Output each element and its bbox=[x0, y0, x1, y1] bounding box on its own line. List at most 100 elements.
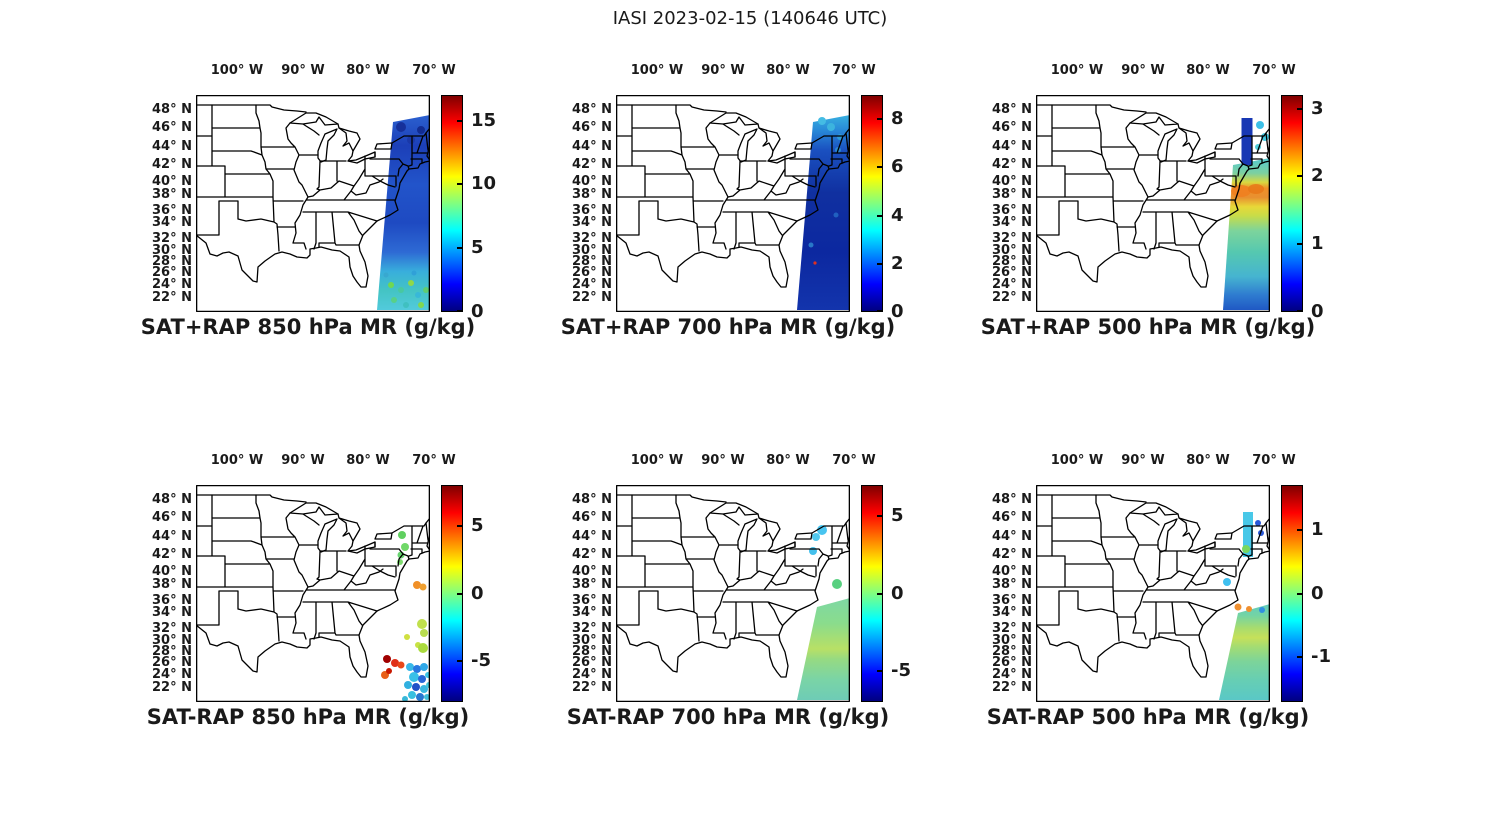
colorbar-tick bbox=[457, 310, 462, 312]
latitude-label: 44° N bbox=[152, 529, 192, 544]
latitude-label: 28° N bbox=[152, 644, 192, 659]
latitude-label: 36° N bbox=[572, 203, 612, 218]
colorbar-tick bbox=[1297, 107, 1302, 110]
latitude-label: 40° N bbox=[572, 564, 612, 579]
latitude-label: 26° N bbox=[992, 265, 1032, 280]
figure-title: IASI 2023-02-15 (140646 UTC) bbox=[612, 8, 888, 29]
latitude-label: 34° N bbox=[152, 605, 192, 620]
latitude-label: 26° N bbox=[992, 655, 1032, 670]
colorbar-tick-label: 10 bbox=[471, 173, 497, 195]
latitude-label: 36° N bbox=[152, 593, 192, 608]
latitude-label: 26° N bbox=[572, 655, 612, 670]
latitude-label: 40° N bbox=[992, 564, 1032, 579]
panel-title: SAT+RAP 700 hPa MR (g/kg) bbox=[560, 315, 896, 339]
latitude-label: 22° N bbox=[992, 290, 1032, 305]
colorbar-tick-label: 5 bbox=[471, 237, 484, 259]
latitude-label: 40° N bbox=[152, 174, 192, 189]
colorbar-tick-label: 5 bbox=[471, 514, 484, 536]
panel-title: SAT-RAP 850 hPa MR (g/kg) bbox=[146, 705, 470, 729]
latitude-label: 44° N bbox=[152, 139, 192, 154]
colorbar-tick-label: -5 bbox=[891, 660, 911, 681]
latitude-label: 38° N bbox=[152, 577, 192, 592]
data-swath bbox=[797, 115, 850, 310]
panel-sat-plus-rap-700: SAT+RAP 700 hPa MR (g/kg) 100° W 90° W 80°… bbox=[550, 55, 970, 355]
longitude-label: 90° W bbox=[1121, 453, 1165, 468]
colorbar-tick bbox=[1297, 310, 1302, 312]
colorbar bbox=[1281, 95, 1303, 312]
panel-title: SAT+RAP 500 hPa MR (g/kg) bbox=[980, 315, 1316, 339]
colorbar-gradient bbox=[442, 486, 462, 701]
latitude-label: 38° N bbox=[572, 577, 612, 592]
latitude-label: 30° N bbox=[992, 243, 1032, 258]
latitude-label: 22° N bbox=[572, 680, 612, 695]
latitude-label: 30° N bbox=[152, 243, 192, 258]
colorbar-tick bbox=[1297, 592, 1302, 595]
colorbar-gradient bbox=[862, 96, 882, 311]
colorbar-tick bbox=[877, 515, 882, 517]
colorbar-tick bbox=[457, 247, 462, 250]
colorbar-gradient bbox=[1282, 486, 1302, 701]
data-swath bbox=[377, 115, 430, 310]
colorbar-tick bbox=[457, 592, 462, 595]
latitude-label: 34° N bbox=[152, 215, 192, 230]
longitude-label: 70° W bbox=[1252, 63, 1296, 78]
colorbar-tick bbox=[877, 214, 882, 217]
map-region bbox=[196, 95, 430, 312]
latitude-label: 42° N bbox=[572, 547, 612, 562]
longitude-label: 80° W bbox=[766, 453, 810, 468]
latitude-label: 36° N bbox=[572, 593, 612, 608]
longitude-label: 70° W bbox=[412, 453, 456, 468]
latitude-label: 40° N bbox=[152, 564, 192, 579]
longitude-label: 100° W bbox=[630, 453, 684, 468]
panel-title: SAT-RAP 500 hPa MR (g/kg) bbox=[986, 705, 1310, 729]
latitude-label: 38° N bbox=[992, 577, 1032, 592]
data-dots bbox=[381, 531, 430, 702]
latitude-label: 32° N bbox=[992, 231, 1032, 246]
colorbar-tick bbox=[457, 183, 462, 186]
latitude-label: 30° N bbox=[572, 633, 612, 648]
colorbar-tick bbox=[877, 166, 882, 169]
latitude-label: 26° N bbox=[572, 265, 612, 280]
latitude-label: 24° N bbox=[572, 277, 612, 292]
longitude-label: 100° W bbox=[1050, 453, 1104, 468]
latitude-label: 32° N bbox=[992, 621, 1032, 636]
latitude-label: 36° N bbox=[992, 203, 1032, 218]
panel-sat-minus-rap-500: SAT-RAP 500 hPa MR (g/kg) 100° W 90° W 80°… bbox=[970, 445, 1390, 745]
colorbar bbox=[861, 95, 883, 312]
colorbar-tick-label: 2 bbox=[1311, 165, 1324, 187]
longitude-label: 70° W bbox=[832, 453, 876, 468]
latitude-label: 22° N bbox=[152, 680, 192, 695]
colorbar-tick-label: 0 bbox=[1311, 301, 1324, 322]
colorbar-tick bbox=[457, 660, 462, 663]
latitude-label: 42° N bbox=[992, 547, 1032, 562]
panel-sat-minus-rap-850: SAT-RAP 850 hPa MR (g/kg) 100° W 90° W 80°… bbox=[130, 445, 550, 745]
latitude-label: 28° N bbox=[992, 254, 1032, 269]
map-region bbox=[616, 485, 850, 702]
longitude-label: 90° W bbox=[701, 453, 745, 468]
colorbar-tick-label: -1 bbox=[1311, 646, 1331, 668]
latitude-label: 42° N bbox=[152, 157, 192, 172]
data-swath bbox=[1223, 118, 1270, 310]
colorbar-tick-label: -5 bbox=[471, 650, 491, 672]
longitude-label: 70° W bbox=[412, 63, 456, 78]
colorbar-tick bbox=[1297, 528, 1302, 531]
latitude-label: 26° N bbox=[152, 655, 192, 670]
latitude-label: 42° N bbox=[572, 157, 612, 172]
latitude-label: 44° N bbox=[992, 529, 1032, 544]
colorbar-tick-label: 0 bbox=[891, 301, 904, 322]
latitude-label: 34° N bbox=[572, 215, 612, 230]
colorbar-tick-label: 1 bbox=[1311, 233, 1324, 255]
panel-sat-plus-rap-850: SAT+RAP 850 hPa MR (g/kg) 100° W 90° W 80°… bbox=[130, 55, 550, 355]
colorbar-tick bbox=[1297, 243, 1302, 246]
latitude-label: 24° N bbox=[992, 667, 1032, 682]
latitude-label: 46° N bbox=[572, 510, 612, 525]
latitude-label: 44° N bbox=[572, 529, 612, 544]
colorbar-tick bbox=[877, 262, 882, 265]
longitude-label: 90° W bbox=[701, 63, 745, 78]
colorbar-tick bbox=[877, 118, 882, 121]
colorbar-tick bbox=[1297, 656, 1302, 659]
colorbar-tick-label: 0 bbox=[471, 582, 484, 604]
colorbar-tick-label: 0 bbox=[471, 301, 484, 322]
latitude-label: 34° N bbox=[992, 215, 1032, 230]
